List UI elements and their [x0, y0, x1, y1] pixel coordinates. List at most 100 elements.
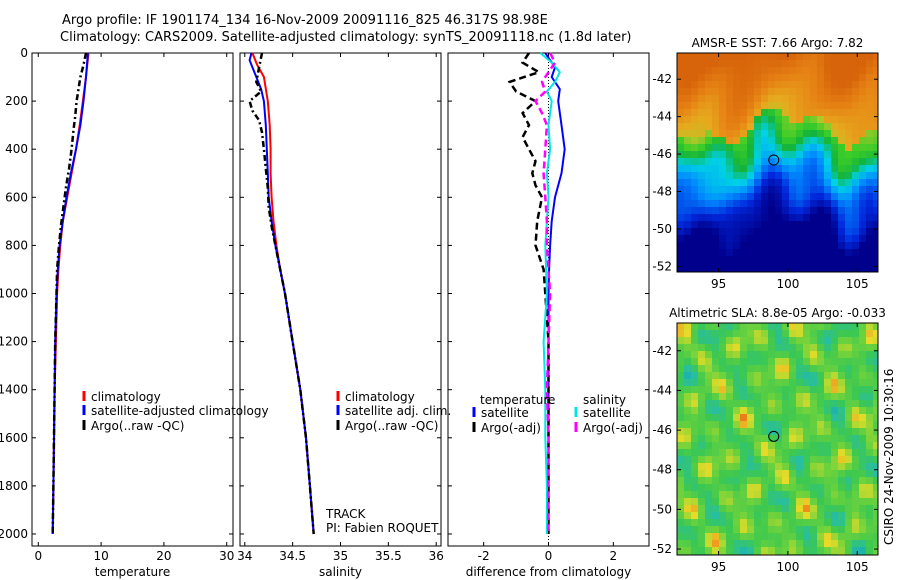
heatmap-cell — [691, 200, 699, 208]
heatmap-cell — [733, 81, 741, 89]
heatmap-cell — [747, 158, 755, 166]
heatmap-cell — [775, 74, 783, 82]
heatmap-cell — [691, 270, 699, 272]
heatmap-cell — [740, 158, 748, 166]
heatmap-cell — [817, 400, 825, 408]
heatmap-cell — [831, 102, 839, 110]
heatmap-cell — [810, 449, 818, 457]
heatmap-cell — [852, 449, 860, 457]
heatmap-cell — [684, 214, 692, 222]
heatmap-cell — [768, 172, 776, 180]
heatmap-cell — [684, 421, 692, 429]
heatmap-cell — [789, 67, 797, 75]
heatmap-cell — [775, 414, 783, 422]
heatmap-cell — [719, 270, 727, 272]
heatmap-cell — [782, 53, 790, 61]
heatmap-cell — [831, 337, 839, 345]
heatmap-cell — [789, 351, 797, 359]
heatmap-cell — [803, 547, 811, 555]
heatmap-cell — [810, 256, 818, 264]
heatmap-cell — [782, 214, 790, 222]
heatmap-cell — [845, 519, 853, 527]
heatmap-cell — [677, 81, 685, 89]
heatmap-cell — [796, 463, 804, 471]
heatmap-cell — [852, 242, 860, 250]
heatmap-cell — [740, 435, 748, 443]
heatmap-cell — [705, 372, 713, 380]
heatmap-cell — [698, 442, 706, 450]
heatmap-cell — [768, 53, 776, 61]
heatmap-cell — [838, 421, 846, 429]
heatmap-cell — [824, 221, 832, 229]
heatmap-cell — [859, 172, 867, 180]
heatmap-cell — [712, 484, 720, 492]
heatmap-cell — [712, 463, 720, 471]
heatmap-cell — [782, 512, 790, 520]
heatmap-cell — [796, 263, 804, 271]
heatmap-cell — [838, 526, 846, 534]
heatmap-cell — [705, 109, 713, 117]
heatmap-cell — [747, 323, 755, 331]
heatmap-cell — [845, 137, 853, 145]
heatmap-cell — [754, 533, 762, 541]
heatmap-cell — [838, 158, 846, 166]
heatmap-cell — [838, 228, 846, 236]
heatmap-cell — [698, 365, 706, 373]
heatmap-cell — [859, 365, 867, 373]
heatmap-cell — [803, 200, 811, 208]
heatmap-cell — [705, 235, 713, 243]
heatmap-cell — [754, 547, 762, 555]
heatmap-cell — [775, 491, 783, 499]
heatmap-cell — [754, 456, 762, 464]
heatmap-cell — [712, 414, 720, 422]
heatmap-cell — [719, 130, 727, 138]
heatmap-cell — [796, 186, 804, 194]
heatmap-cell — [831, 379, 839, 387]
heatmap-cell — [698, 193, 706, 201]
heatmap-cell — [817, 407, 825, 415]
heatmap-cell — [866, 88, 874, 96]
legend-label: climatology — [345, 390, 415, 404]
heatmap-cell — [803, 449, 811, 457]
heatmap-cell — [789, 435, 797, 443]
heatmap-cell — [845, 109, 853, 117]
heatmap-cell — [845, 463, 853, 471]
heatmap-cell — [873, 242, 878, 250]
heatmap-cell — [733, 165, 741, 173]
heatmap-cell — [782, 102, 790, 110]
heatmap-cell — [866, 547, 874, 555]
heatmap-cell — [831, 67, 839, 75]
heatmap-cell — [677, 470, 685, 478]
heatmap-cell — [782, 137, 790, 145]
heatmap-cell — [859, 330, 867, 338]
heatmap-cell — [810, 330, 818, 338]
heatmap-cell — [740, 344, 748, 352]
heatmap-cell — [859, 449, 867, 457]
heatmap-cell — [761, 393, 769, 401]
heatmap-cell — [803, 123, 811, 131]
heatmap-cell — [733, 386, 741, 394]
heatmap-cell — [761, 144, 769, 152]
heatmap-cell — [726, 228, 734, 236]
heatmap-cell — [796, 151, 804, 159]
heatmap-cell — [698, 351, 706, 359]
heatmap-cell — [873, 414, 878, 422]
heatmap-cell — [705, 484, 713, 492]
heatmap-cell — [810, 344, 818, 352]
legend-label: Argo(..raw -QC) — [345, 419, 438, 433]
heatmap-cell — [845, 74, 853, 82]
heatmap-cell — [817, 102, 825, 110]
heatmap-cell — [691, 435, 699, 443]
heatmap-cell — [845, 400, 853, 408]
heatmap-cell — [873, 214, 878, 222]
heatmap-cell — [747, 477, 755, 485]
heatmap-cell — [789, 498, 797, 506]
heatmap-cell — [866, 214, 874, 222]
heatmap-cell — [852, 540, 860, 548]
heatmap-cell — [719, 337, 727, 345]
heatmap-cell — [803, 67, 811, 75]
heatmap-cell — [838, 214, 846, 222]
heatmap-cell — [831, 407, 839, 415]
heatmap-cell — [712, 109, 720, 117]
heatmap-cell — [747, 270, 755, 272]
